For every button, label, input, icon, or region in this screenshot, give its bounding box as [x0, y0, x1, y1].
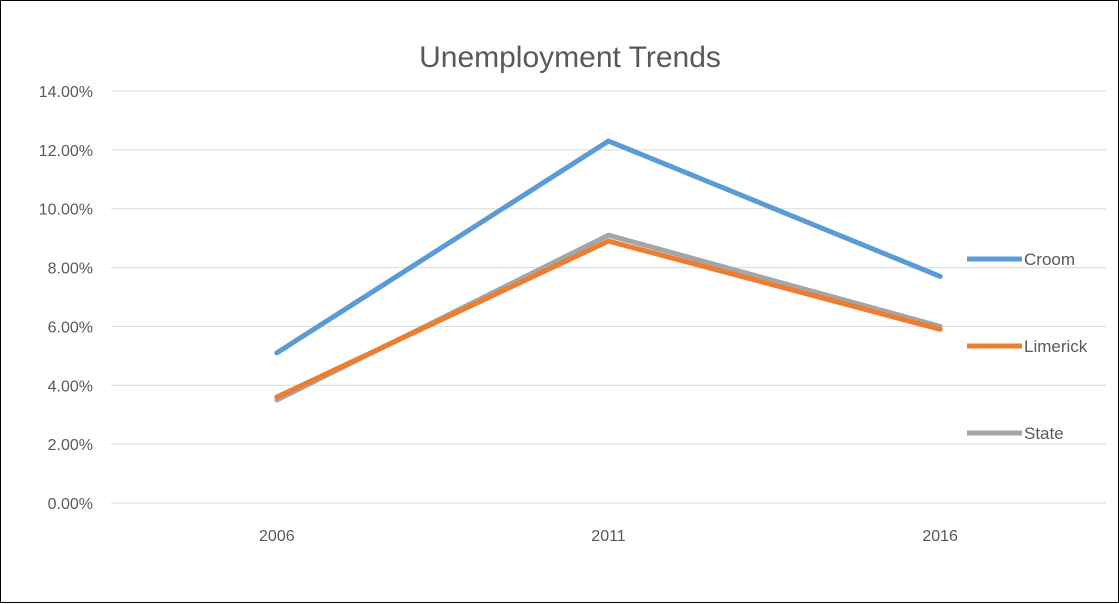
- legend: Croom Limerick State: [967, 250, 1088, 443]
- x-tick-label: 2016: [922, 528, 958, 545]
- y-tick-label: 12.00%: [39, 143, 93, 160]
- chart-title: Unemployment Trends: [419, 41, 721, 74]
- x-tick-label: 2006: [259, 528, 295, 545]
- y-tick-label: 14.00%: [39, 84, 93, 101]
- series-line-limerick: [277, 241, 940, 397]
- legend-label-limerick: Limerick: [1024, 337, 1088, 356]
- y-tick-label: 4.00%: [48, 378, 93, 395]
- series-lines: [277, 141, 941, 400]
- y-tick-label: 8.00%: [48, 261, 93, 278]
- legend-label-croom: Croom: [1024, 250, 1075, 269]
- y-tick-label: 0.00%: [48, 496, 93, 513]
- y-tick-label: 2.00%: [48, 437, 93, 454]
- series-line-croom: [277, 141, 940, 353]
- series-line-state: [277, 235, 940, 400]
- y-tick-label: 6.00%: [48, 319, 93, 336]
- x-tick-label: 2011: [591, 528, 626, 545]
- legend-label-state: State: [1024, 424, 1064, 443]
- y-axis-ticks: 0.00% 2.00% 4.00% 6.00% 8.00% 10.00% 12.00% 14.…: [39, 84, 93, 513]
- gridlines: [111, 91, 1106, 503]
- x-axis-ticks: 2006 2011 2016: [259, 528, 958, 545]
- y-tick-label: 10.00%: [39, 202, 93, 219]
